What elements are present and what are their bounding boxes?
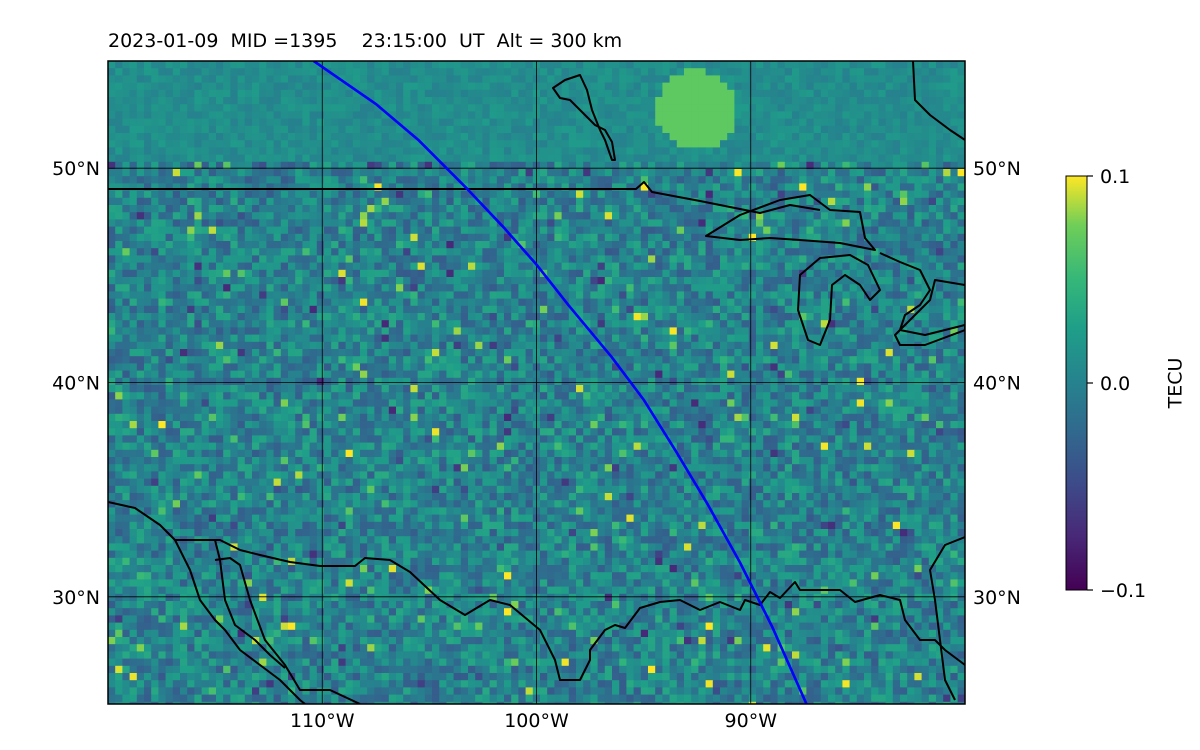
us-canada-border (108, 181, 821, 214)
lat-tick-label-left: 50°N (52, 158, 100, 180)
great-lakes-huron-erie (879, 252, 965, 346)
tec-heatmap (108, 61, 965, 704)
lat-tick-label-right: 50°N (973, 158, 1021, 180)
map-title: 2023-01-09 MID =1395 23:15:00 UT Alt = 3… (108, 30, 623, 52)
hudson-bay-coast (552, 74, 616, 161)
lat-tick-label-left: 30°N (52, 587, 100, 609)
mexico-mainland-west (214, 539, 286, 669)
florida-coast (929, 536, 965, 701)
lat-tick-label-right: 30°N (973, 587, 1021, 609)
lon-tick-label: 100°W (504, 710, 569, 732)
map-frame (107, 60, 966, 705)
lon-tick-label: 90°W (725, 710, 778, 732)
colorbar (1065, 175, 1088, 591)
colorbar-tick-label: 0.0 (1100, 373, 1130, 395)
mexico-border-gulf (108, 501, 965, 681)
hudson-bay-east (912, 61, 965, 141)
satellite-track (312, 61, 808, 704)
colorbar-tick-label: 0.1 (1100, 166, 1130, 188)
axis-tick-labels: 110°W 100°W 90°W 50°N 50°N 40°N 40°N 30°N 30°N (52, 158, 1021, 732)
coastlines-borders (108, 61, 965, 704)
lat-tick-label-left: 40°N (52, 373, 100, 395)
great-lakes-superior (705, 194, 876, 251)
colorbar-label: TECU (1165, 358, 1187, 410)
colorbar-tick-label: −0.1 (1100, 580, 1146, 602)
lat-tick-label-right: 40°N (973, 373, 1021, 395)
baja-peninsula (214, 557, 361, 704)
lon-tick-label: 110°W (290, 710, 355, 732)
baja-mainland-coast (174, 539, 306, 704)
colorbar-ticks: 0.1 0.0 −0.1 (1087, 166, 1146, 602)
great-lakes-michigan (797, 254, 881, 346)
map-gridlines (108, 61, 965, 704)
